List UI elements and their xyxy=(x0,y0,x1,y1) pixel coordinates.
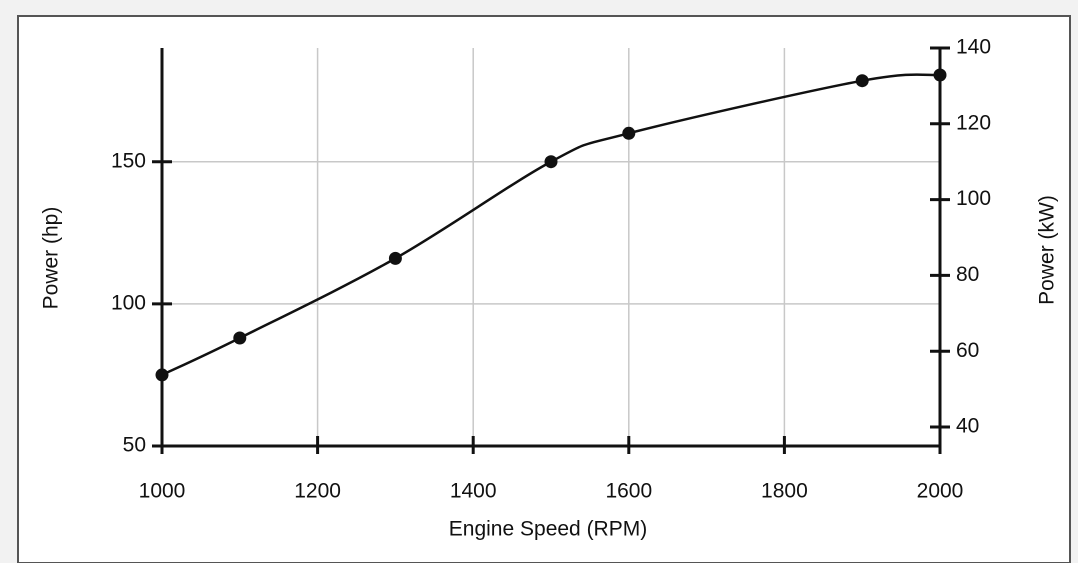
x-axis-title: Engine Speed (RPM) xyxy=(449,518,647,541)
y2-tick-label: 80 xyxy=(956,263,979,286)
y2-tick-label: 60 xyxy=(956,339,979,362)
y-tick-label: 150 xyxy=(111,149,146,172)
y2-tick-label: 120 xyxy=(956,111,991,134)
data-point xyxy=(388,251,402,265)
data-point xyxy=(544,155,558,169)
y-axis-title: Power (hp) xyxy=(40,207,63,310)
y2-tick-label: 40 xyxy=(956,415,979,438)
x-tick-label: 1600 xyxy=(605,480,652,503)
data-point xyxy=(155,368,169,382)
data-point xyxy=(855,74,869,88)
y2-axis-title: Power (kW) xyxy=(1036,195,1059,305)
y-tick-label: 50 xyxy=(123,434,146,457)
x-tick-label: 1400 xyxy=(450,480,497,503)
data-point xyxy=(933,68,947,82)
x-tick-label: 1000 xyxy=(139,480,186,503)
y-tick-label: 100 xyxy=(111,291,146,314)
x-tick-label: 2000 xyxy=(917,480,964,503)
frame xyxy=(17,15,1071,563)
data-point xyxy=(233,331,247,345)
y2-tick-label: 140 xyxy=(956,36,991,59)
x-tick-label: 1200 xyxy=(294,480,341,503)
data-point xyxy=(622,126,636,140)
y2-tick-label: 100 xyxy=(956,187,991,210)
x-tick-label: 1800 xyxy=(761,480,808,503)
